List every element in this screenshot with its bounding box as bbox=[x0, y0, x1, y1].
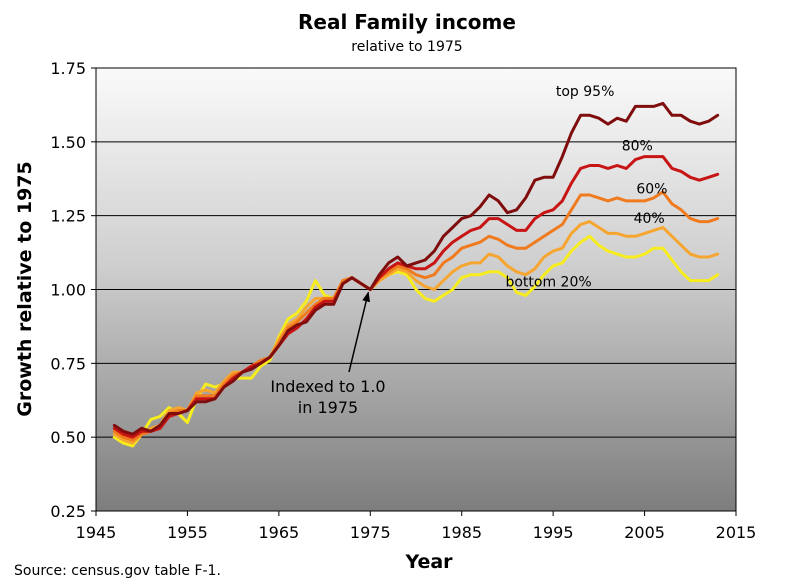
x-tick-label: 1995 bbox=[533, 523, 574, 542]
y-tick-label: 0.75 bbox=[50, 354, 86, 373]
y-tick-label: 0.50 bbox=[50, 428, 86, 447]
y-tick-labels: 0.25 0.50 0.75 1.00 1.25 1.50 1.75 bbox=[50, 59, 96, 521]
x-axis-title: Year bbox=[404, 551, 453, 573]
y-tick-label: 1.25 bbox=[50, 207, 86, 226]
y-tick-label: 1.00 bbox=[50, 281, 86, 300]
series-label: top 95% bbox=[556, 84, 615, 100]
x-tick-label: 1975 bbox=[350, 523, 391, 542]
series-line bbox=[112, 190, 720, 442]
series-lines bbox=[112, 101, 720, 448]
x-tick-label: 1955 bbox=[167, 523, 208, 542]
x-tick-label: 1945 bbox=[76, 523, 117, 542]
series-line bbox=[112, 220, 720, 445]
series-line bbox=[112, 101, 720, 436]
x-tick-label: 2005 bbox=[624, 523, 665, 542]
y-tick-label: 1.50 bbox=[50, 133, 86, 152]
chart-title: Real Family income bbox=[298, 10, 516, 34]
annotation-arrow bbox=[348, 291, 371, 373]
series-labels: top 95% 80% 60% 40% bottom 20% bbox=[505, 84, 667, 290]
annotation-line-2: in 1975 bbox=[298, 398, 358, 417]
series-label: 80% bbox=[622, 139, 653, 155]
annotation-line-1: Indexed to 1.0 bbox=[270, 377, 385, 396]
series-label: bottom 20% bbox=[505, 275, 591, 291]
series-label: 60% bbox=[636, 182, 667, 198]
y-tick-label: 0.25 bbox=[50, 502, 86, 521]
x-tick-label: 1965 bbox=[258, 523, 299, 542]
series-label: 40% bbox=[634, 211, 665, 227]
chart-subtitle: relative to 1975 bbox=[351, 39, 462, 55]
x-tick-labels: 1945 1955 1965 1975 1985 1995 2005 2015 bbox=[76, 511, 757, 542]
x-tick-label: 1985 bbox=[441, 523, 482, 542]
y-tick-label: 1.75 bbox=[50, 59, 86, 78]
source-note: Source: census.gov table F-1. bbox=[14, 563, 221, 579]
x-tick-label: 2015 bbox=[716, 523, 757, 542]
series-line bbox=[112, 234, 720, 448]
y-axis-title: Growth relative to 1975 bbox=[14, 161, 36, 417]
